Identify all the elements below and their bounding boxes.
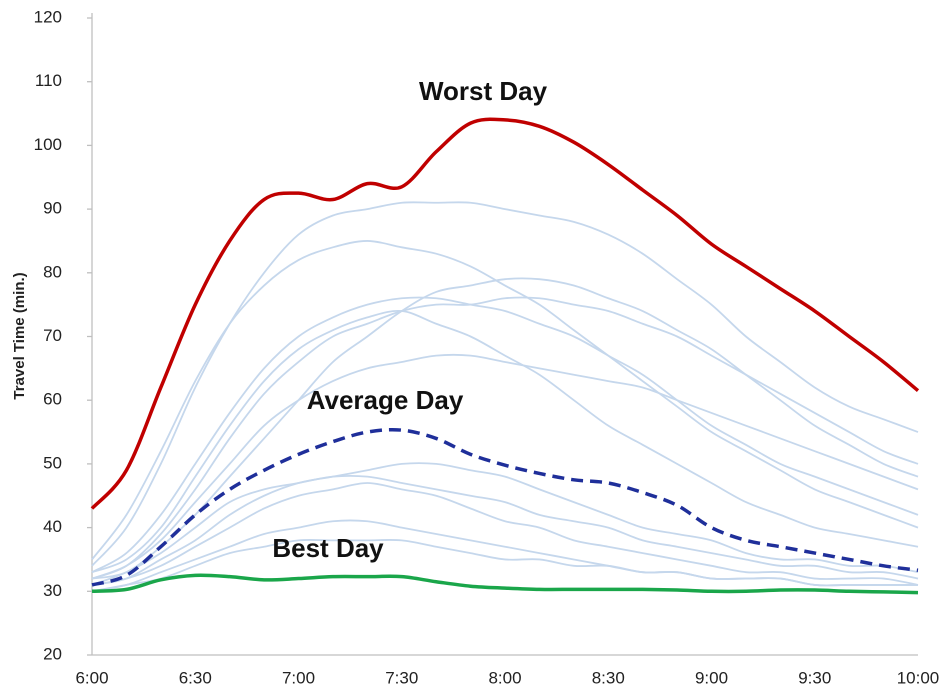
x-tick-label: 9:00 xyxy=(695,668,728,687)
series-line xyxy=(91,538,918,593)
y-tick-label: 80 xyxy=(43,262,62,281)
y-tick-label: 40 xyxy=(43,517,62,536)
annotation: Worst Day xyxy=(419,76,548,106)
annotation: Average Day xyxy=(307,385,464,415)
series-line xyxy=(91,462,919,586)
series-line xyxy=(91,427,919,587)
series-line xyxy=(91,573,919,595)
series-line xyxy=(91,240,919,561)
series-line xyxy=(91,482,919,586)
x-tick-label: 7:30 xyxy=(385,668,418,687)
y-tick-label: 20 xyxy=(43,644,62,663)
y-tick-label: 50 xyxy=(43,453,62,472)
x-tick-label: 7:00 xyxy=(282,668,315,687)
y-tick-label: 30 xyxy=(43,581,62,600)
x-tick-label: 9:30 xyxy=(798,668,831,687)
y-tick-label: 100 xyxy=(34,135,62,154)
series-line xyxy=(91,474,919,586)
series-line xyxy=(90,117,920,510)
series-line xyxy=(91,296,919,573)
series-line xyxy=(91,277,919,580)
x-tick-label: 6:30 xyxy=(179,668,212,687)
y-tick-label: 110 xyxy=(35,71,62,90)
y-tick-label: 120 xyxy=(34,7,62,26)
y-tick-label: 60 xyxy=(43,390,62,409)
x-tick-label: 8:30 xyxy=(592,668,625,687)
y-tick-label: 90 xyxy=(43,199,62,218)
y-tick-label: 70 xyxy=(43,326,62,345)
y-axis-title: Travel Time (min.) xyxy=(11,272,28,399)
series-line xyxy=(91,353,919,580)
series-line xyxy=(91,309,919,574)
x-tick-label: 8:00 xyxy=(488,668,521,687)
x-tick-label: 10:00 xyxy=(897,668,940,687)
x-tick-label: 6:00 xyxy=(75,668,108,687)
series-line xyxy=(91,296,919,580)
annotation: Best Day xyxy=(272,533,384,563)
series-line xyxy=(91,201,919,567)
